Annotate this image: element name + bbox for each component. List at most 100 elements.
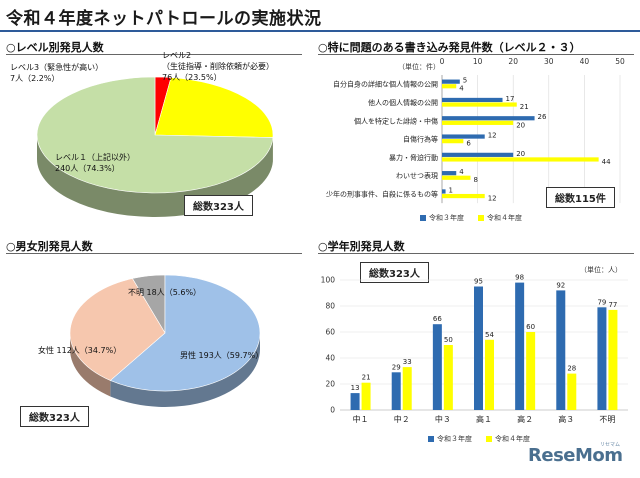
x-tick-label: 30 [544,57,554,66]
bar-r4 [443,345,453,410]
data-label: 98 [515,274,524,282]
bar-r3 [391,372,401,410]
level2-value: 76人（23.5%） [162,73,222,82]
grade-unit-label: （単位：人） [580,266,622,274]
bar-r4 [442,157,599,162]
bar-r3 [442,152,514,157]
data-label: 13 [351,384,360,392]
pie-slice-level2 [154,77,274,138]
pie-slice-female [69,278,166,381]
data-label: 8 [473,176,477,184]
data-label: 4 [459,85,464,93]
data-label: 21 [362,374,371,382]
level-pie-rule [6,54,302,55]
bar-r4 [442,120,514,125]
level2-name: レベル2 [162,51,192,60]
bar-r4 [485,339,494,410]
grade-legend: 令和３年度 令和４年度 [428,434,530,444]
bar-r4 [442,193,485,199]
bar-r3 [432,324,442,410]
pie-slice-male [109,274,261,392]
data-label: 20 [516,150,525,158]
level3-name: レベル3（緊急性が高い） [10,63,104,72]
level1-label: レベル１（上記以外） 240人（74.3%） [55,152,135,174]
data-label: 79 [597,298,606,306]
category-label: 中１ [353,414,369,424]
posts-bar-chart: 0 10 20 30 40 50自分自身の詳細な個人情報の公開54他人の個人情報の公開17… [326,57,625,204]
level3-label: レベル3（緊急性が高い） 7人（2.2%） [10,62,103,84]
bar-r3 [442,134,485,139]
legend-label-r4: 令和４年度 [495,435,530,443]
y-tick-label: 40 [325,354,335,363]
bar-r3 [442,79,460,84]
data-label: 17 [506,95,515,103]
level-total-box: 総数323人 [184,195,253,216]
data-label: 54 [485,331,494,339]
level3-value: 7人（2.2%） [10,74,60,83]
posts-total-box: 総数115件 [546,187,615,208]
legend-label-r3: 令和３年度 [429,214,464,222]
data-label: 60 [526,323,535,331]
gender-female-label: 女性 112人（34.7%） [38,346,122,355]
gender-unknown-label: 不明 18人（5.6%） [128,288,202,297]
grade-total-box: 総数323人 [360,262,429,283]
grade-chart-title: ○学年別発見人数 [318,240,405,253]
category-label: 個人を特定した誹謗・中傷 [354,116,438,125]
data-label: 92 [556,281,565,289]
gender-total-box: 総数323人 [20,406,89,427]
data-label: 44 [602,158,611,166]
legend-swatch-r4 [486,436,492,442]
title-rule [0,30,640,32]
category-label: 中２ [394,414,410,424]
bar-r4 [442,102,517,107]
data-label: 26 [538,113,547,121]
data-label: 21 [520,103,529,111]
data-label: 1 [449,186,453,194]
bar-r3 [350,393,360,410]
legend-label-r3: 令和３年度 [437,435,472,443]
page-title: 令和４年度ネットパトロールの実施状況 [6,9,322,29]
data-label: 77 [608,301,617,309]
resemom-logo-sub: リセマム [600,442,621,448]
data-label: 95 [474,278,483,286]
x-tick-label: 0 [440,57,445,66]
bar-r3 [474,286,483,410]
data-label: 6 [466,140,471,148]
gender-pie-chart [69,274,261,407]
gender-pie-title: ○男女別発見人数 [6,240,93,253]
level1-value: 240人（74.3%） [55,164,120,173]
x-tick-label: 20 [508,57,518,66]
bar-r4 [442,84,457,89]
bar-r3 [556,290,566,410]
legend-label-r4: 令和４年度 [487,214,522,222]
posts-legend: 令和３年度 令和４年度 [420,213,522,223]
data-label: 5 [463,77,467,85]
category-label: 中３ [435,414,451,424]
data-label: 33 [403,358,412,366]
x-tick-label: 10 [473,57,483,66]
data-label: 50 [444,336,453,344]
category-label: わいせつ表現 [396,171,438,180]
data-label: 20 [516,121,525,129]
y-tick-label: 20 [325,380,335,389]
bar-r3 [442,171,457,176]
data-label: 28 [567,365,576,373]
level-pie-title: ○レベル別発見人数 [6,41,104,54]
data-label: 12 [488,131,497,139]
y-tick-label: 80 [325,302,335,311]
data-label: 12 [488,194,497,202]
grade-chart-rule [318,253,634,254]
resemom-logo: ReseMom [528,445,623,466]
category-label: 暴力・脅迫行動 [389,153,438,162]
category-label: 少年の刑事事件、自殺に係るもの等 [326,189,438,198]
bar-r3 [515,282,525,410]
category-label: 高３ [558,414,574,424]
pie-slice-male-side [110,333,260,407]
category-label: 他人の個人情報の公開 [368,98,438,107]
bar-r4 [402,367,412,410]
posts-unit-label: （単位：件） [398,63,440,71]
bar-r4 [442,139,464,144]
posts-chart-title: ○特に問題のある書き込み発見件数（レベル２・３） [318,41,581,54]
y-tick-label: 0 [330,406,335,415]
